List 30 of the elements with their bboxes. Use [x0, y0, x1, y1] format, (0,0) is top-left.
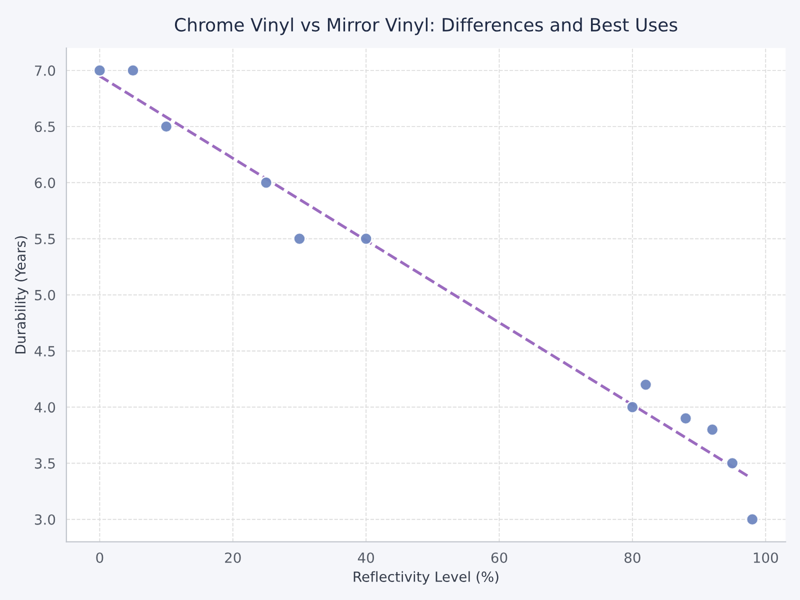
point [626, 400, 639, 414]
point [679, 412, 692, 425]
x-tick-label: 80 [624, 552, 640, 563]
x-tick-label: 100 [754, 552, 778, 563]
x-tick-label: 60 [491, 552, 508, 563]
point [93, 64, 106, 77]
y-tick-label: 6.5 [34, 122, 55, 132]
point [746, 512, 759, 526]
y-tick-label: 7.0 [35, 65, 56, 76]
point [360, 232, 373, 246]
x-tick-label: 20 [225, 552, 241, 563]
y-axis-title: Durability (Years) [14, 236, 28, 354]
y-tick-label: 6.0 [34, 178, 56, 188]
y-tick-label: 5.5 [34, 234, 55, 244]
point [292, 232, 306, 246]
point [639, 378, 652, 392]
x-tick-label: 40 [358, 552, 374, 563]
y-tick-label: 5.0 [34, 290, 56, 300]
point [726, 456, 739, 470]
y-tick-label: 4.0 [34, 402, 56, 413]
x-axis-title: Reflectivity Level (%) [354, 571, 498, 585]
point [126, 64, 140, 77]
y-tick-label: 3.0 [34, 514, 56, 525]
y-tick-label: 3.5 [34, 458, 55, 469]
point [260, 176, 273, 190]
x-tick-label: 0 [96, 552, 104, 563]
point [160, 120, 173, 134]
point [706, 423, 719, 436]
y-tick-label: 4.5 [34, 346, 55, 356]
chart-title: Chrome Vinyl vs Mirror Vinyl: Differences and Best Uses [174, 18, 678, 36]
